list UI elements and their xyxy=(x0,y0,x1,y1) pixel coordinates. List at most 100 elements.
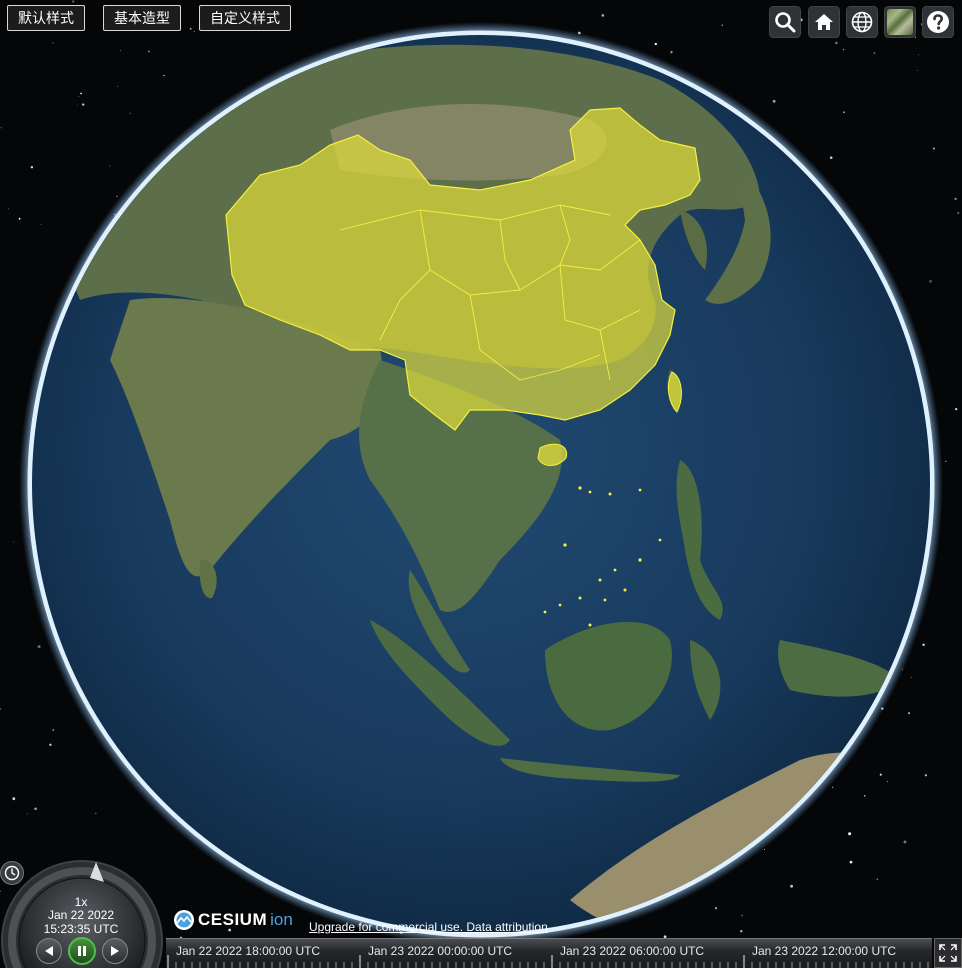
star xyxy=(26,813,28,815)
timeline-bar[interactable]: Jan 22 2022 18:00:00 UTC Jan 23 2022 00:… xyxy=(166,938,932,968)
star xyxy=(34,807,37,811)
atmosphere-rim xyxy=(27,30,935,938)
taiwan-highlight xyxy=(667,371,682,413)
star xyxy=(957,211,960,215)
clock-mode-button[interactable] xyxy=(0,861,24,885)
play-reverse-icon xyxy=(45,946,53,956)
timeline-label: Jan 22 2022 18:00:00 UTC xyxy=(176,944,321,958)
star xyxy=(78,96,80,97)
star xyxy=(49,743,52,746)
star xyxy=(80,92,82,95)
star xyxy=(772,99,776,103)
pause-button[interactable] xyxy=(68,937,96,965)
star xyxy=(918,54,919,56)
play-forward-icon xyxy=(111,946,119,956)
animation-time: 15:23:35 UTC xyxy=(43,922,119,936)
star xyxy=(13,541,15,543)
star xyxy=(116,195,118,198)
cesium-logo-word: CESIUM xyxy=(198,910,268,929)
timeline-label: Jan 23 2022 00:00:00 UTC xyxy=(368,944,513,958)
star xyxy=(120,50,122,51)
help-button[interactable] xyxy=(922,6,954,38)
star xyxy=(848,832,852,836)
star xyxy=(876,878,879,881)
star xyxy=(955,407,958,411)
landmass-japan xyxy=(705,170,771,304)
cesium-logo-icon xyxy=(174,910,194,930)
landmass-malay-peninsula xyxy=(408,570,470,673)
province-borders xyxy=(339,204,641,381)
star xyxy=(907,712,911,715)
ion-logo-word: ion xyxy=(270,910,293,929)
basic-shape-button[interactable]: 基本造型 xyxy=(103,5,181,31)
landmass-new-guinea xyxy=(778,640,900,697)
star xyxy=(910,676,912,678)
star xyxy=(40,223,42,226)
landmass-india xyxy=(110,298,383,577)
hainan-highlight xyxy=(537,443,568,466)
star xyxy=(886,781,888,783)
star xyxy=(903,840,907,844)
search-icon xyxy=(775,12,796,33)
star xyxy=(835,41,838,45)
star xyxy=(129,112,132,115)
landmass-sumatra xyxy=(370,620,510,746)
data-attribution-link[interactable]: Upgrade for commercial use. Data attribu… xyxy=(309,920,548,934)
star xyxy=(52,729,55,731)
star xyxy=(601,14,605,17)
star xyxy=(873,52,876,54)
star xyxy=(916,69,919,71)
fullscreen-button[interactable] xyxy=(934,938,962,968)
star xyxy=(18,217,21,220)
timeline-label: Jan 23 2022 12:00:00 UTC xyxy=(752,944,897,958)
star xyxy=(763,848,766,851)
play-forward-button[interactable] xyxy=(102,938,128,964)
star xyxy=(914,36,916,38)
star xyxy=(932,147,935,150)
fullscreen-icon xyxy=(939,944,957,962)
star xyxy=(790,884,793,888)
play-reverse-button[interactable] xyxy=(36,938,62,964)
star xyxy=(945,460,947,463)
animation-speed: 1x xyxy=(74,895,88,909)
star xyxy=(0,890,1,893)
star xyxy=(30,165,34,169)
star xyxy=(52,42,54,44)
star xyxy=(108,165,111,167)
star xyxy=(740,930,743,933)
star xyxy=(714,907,718,910)
landmass-indochina xyxy=(359,360,562,612)
custom-style-button[interactable]: 自定义样式 xyxy=(199,5,291,31)
star xyxy=(202,925,204,927)
star xyxy=(922,643,925,647)
landmass-sulawesi xyxy=(690,640,721,720)
shuttle-ring-pointer xyxy=(90,862,104,882)
star xyxy=(670,51,673,54)
south-china-sea-islands xyxy=(543,486,662,627)
star xyxy=(849,860,853,864)
star xyxy=(0,126,3,129)
default-style-button[interactable]: 默认样式 xyxy=(7,5,85,31)
star xyxy=(228,928,232,932)
landmass-philippines xyxy=(676,460,723,620)
home-button[interactable] xyxy=(808,6,840,38)
star xyxy=(924,774,928,777)
base-layer-picker-button[interactable] xyxy=(884,6,916,38)
scene-mode-button[interactable] xyxy=(846,6,878,38)
geocoder-search-button[interactable] xyxy=(769,6,801,38)
star xyxy=(147,50,150,53)
star xyxy=(12,797,16,801)
star xyxy=(189,27,192,30)
animation-date: Jan 22 2022 xyxy=(47,908,115,922)
star xyxy=(72,0,75,3)
star xyxy=(954,197,957,201)
landmass-borneo xyxy=(545,621,672,731)
star xyxy=(193,30,195,32)
help-icon xyxy=(927,11,949,33)
star xyxy=(76,104,78,106)
cesium-ion-logo[interactable]: CESIUM ion xyxy=(173,908,293,932)
star xyxy=(37,645,41,649)
star xyxy=(663,935,667,939)
